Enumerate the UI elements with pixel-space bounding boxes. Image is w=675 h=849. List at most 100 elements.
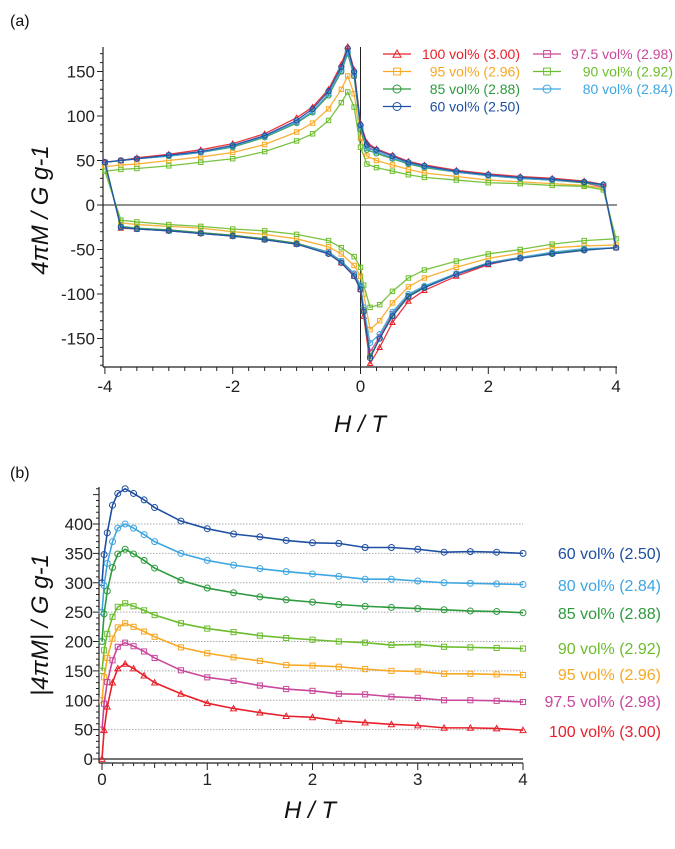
legend-entry: 100 vol% (3.00): [383, 46, 520, 62]
series-label: 97.5 vol% (2.98): [544, 694, 661, 711]
series-line: [101, 662, 524, 760]
data-point-circle: [140, 556, 148, 564]
data-point-circle: [440, 606, 448, 614]
data-point-square: [581, 237, 587, 244]
data-point-square: [325, 117, 332, 124]
data-point-square: [204, 625, 211, 632]
data-point-triangle: [113, 664, 122, 672]
data-point-circle: [357, 121, 364, 129]
data-point-square: [467, 697, 474, 704]
y-tick-label: 250: [65, 603, 93, 622]
data-point-circle: [151, 538, 159, 546]
data-point-triangle: [492, 724, 501, 732]
data-point-circle: [177, 576, 185, 584]
data-point-circle: [229, 142, 236, 149]
chart-a-legend: 100 vol% (3.00) 97.5 vol% (2.98) 95 vol% (…: [383, 46, 673, 115]
data-point-circle: [309, 105, 316, 112]
data-point-triangle: [366, 359, 374, 366]
data-point-circle: [100, 582, 108, 590]
data-point-circle: [130, 550, 138, 558]
data-point-circle: [542, 84, 552, 94]
chart-a-ylabel: 4πM / G g-1: [27, 145, 54, 274]
data-point-square: [141, 648, 148, 655]
chart-a: (a) 150 100 50 0 -50 -100 -150 -4 -2 0 2 4 100 vol%…: [10, 13, 673, 438]
data-point-square: [261, 228, 268, 234]
data-point-circle: [414, 577, 422, 585]
data-point-circle: [230, 530, 238, 538]
data-point-square: [485, 180, 492, 186]
series-line: [101, 548, 524, 642]
data-point-square: [345, 73, 351, 79]
legend-entry: 60 vol% (2.50): [383, 99, 520, 115]
data-point-square: [519, 698, 527, 706]
data-point-square: [204, 650, 211, 657]
data-point-square: [485, 251, 492, 257]
data-point-circle: [197, 230, 204, 237]
data-point-triangle: [256, 708, 264, 716]
data-point-square: [493, 644, 500, 652]
data-point-square: [229, 226, 236, 232]
legend-label: 85 vol% (2.88): [430, 81, 520, 97]
data-point-circle: [114, 489, 122, 497]
data-point-circle: [151, 504, 159, 512]
data-point-square: [109, 657, 116, 664]
data-point-square: [357, 264, 364, 271]
data-point-square: [517, 246, 523, 253]
data-point-circle: [338, 63, 345, 71]
data-point-circle: [363, 141, 370, 148]
data-point-circle: [130, 524, 138, 532]
data-point-square: [549, 241, 555, 247]
data-point-triangle: [376, 343, 384, 350]
x-tick-label: -4: [97, 377, 112, 396]
data-point-square: [293, 129, 300, 135]
data-point-square: [362, 691, 369, 698]
data-point-square: [335, 690, 342, 697]
chart-b-xlabel: H / T: [284, 797, 338, 824]
x-tick-label: 4: [518, 770, 527, 789]
data-point-circle: [466, 548, 474, 556]
data-point-circle: [133, 155, 140, 162]
data-point-square: [357, 144, 364, 150]
data-point-triangle: [387, 720, 396, 728]
data-point-square: [230, 629, 237, 636]
legend-label: 60 vol% (2.50): [430, 99, 520, 115]
series-label: 90 vol% (2.92): [558, 641, 661, 658]
data-point-circle: [151, 564, 159, 572]
data-point-square: [467, 670, 474, 677]
x-tick-label: 2: [484, 377, 493, 396]
data-point-circle: [335, 539, 343, 547]
data-point-triangle: [519, 726, 527, 734]
data-point-circle: [549, 176, 556, 183]
data-point-circle: [309, 570, 316, 578]
data-point-square: [309, 636, 316, 643]
data-point-square: [388, 641, 395, 649]
data-point-square: [351, 104, 357, 110]
data-point-circle: [344, 45, 351, 52]
data-point-circle: [109, 538, 117, 546]
x-tick-label: 0: [356, 377, 365, 396]
data-point-triangle: [203, 699, 212, 707]
data-point-circle: [493, 580, 501, 588]
data-point-circle: [485, 171, 492, 178]
data-point-square: [493, 697, 500, 704]
data-point-circle: [335, 600, 343, 608]
data-point-square: [519, 671, 527, 679]
data-point-square: [421, 275, 428, 281]
data-point-square: [405, 284, 412, 290]
data-point-square: [519, 645, 527, 652]
chart-b-series: [98, 485, 527, 762]
data-point-circle: [203, 584, 211, 592]
data-point-circle: [351, 68, 358, 75]
data-point-circle: [389, 154, 396, 161]
data-point-square: [151, 633, 158, 640]
data-point-square: [388, 667, 395, 674]
legend-entry: 90 vol% (2.92): [533, 64, 673, 80]
data-point-circle: [519, 609, 527, 617]
data-point-square: [441, 643, 448, 650]
data-point-circle: [405, 159, 412, 166]
data-point-square: [104, 678, 111, 686]
data-point-circle: [335, 572, 343, 580]
data-point-square: [134, 219, 140, 225]
series-90-vol: [102, 89, 619, 311]
data-point-circle: [309, 539, 316, 547]
